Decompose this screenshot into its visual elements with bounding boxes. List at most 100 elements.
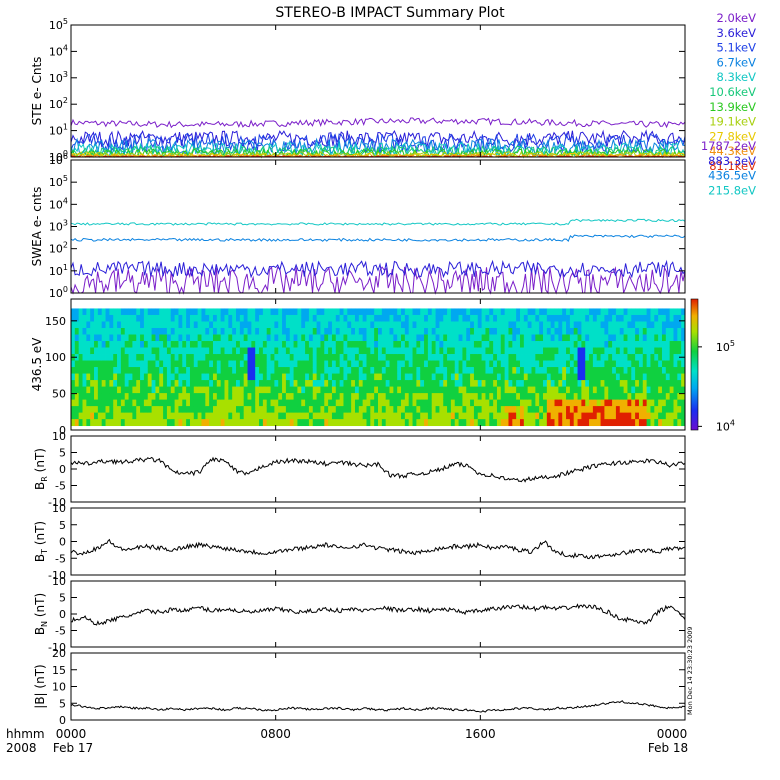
legend-entry-ste: 44.3keV (709, 144, 756, 158)
heatmap-cell (366, 367, 371, 374)
heatmap-cell (573, 360, 578, 368)
heatmap-cell (278, 393, 283, 400)
heatmap-cell (523, 406, 529, 414)
heatmap-cell (255, 412, 260, 420)
heatmap-cell (351, 367, 356, 374)
heatmap-cell (97, 373, 103, 381)
heatmap-cell (351, 399, 356, 407)
heatmap-cell (163, 314, 168, 322)
heatmap-cell (635, 393, 640, 400)
heatmap-cell (262, 308, 268, 316)
heatmap-cell (308, 327, 314, 335)
heatmap-cell (239, 354, 245, 361)
heatmap-cell (174, 419, 179, 427)
heatmap-cell (397, 380, 402, 387)
heatmap-cell (531, 406, 536, 414)
heatmap-cell (197, 399, 202, 407)
heatmap-cell (600, 321, 605, 329)
heatmap-cell (381, 367, 387, 374)
heatmap-cell (351, 327, 356, 335)
heatmap-cell (101, 373, 106, 381)
heatmap-cell (312, 406, 317, 414)
heatmap-cell (201, 321, 206, 329)
heatmap-cell (189, 347, 195, 355)
heatmap-cell (358, 367, 364, 374)
heatmap-cell (316, 327, 321, 335)
heatmap-cell (282, 347, 287, 355)
y-tick-label-bmag: 10 (52, 681, 66, 694)
y-tick-label-ste-mantissa: 10 (49, 45, 63, 58)
heatmap-cell (665, 347, 671, 355)
heatmap-cell (374, 347, 379, 355)
heatmap-cell (331, 399, 337, 407)
heatmap-cell (673, 327, 678, 335)
heatmap-cell (94, 406, 99, 414)
heatmap-cell (546, 334, 552, 342)
heatmap-cell (224, 367, 229, 374)
heatmap-cell (366, 308, 371, 316)
heatmap-cell (212, 412, 218, 420)
heatmap-cell (370, 347, 375, 355)
heatmap-cell (189, 308, 195, 316)
heatmap-cell (427, 334, 433, 342)
heatmap-cell (646, 327, 651, 335)
heatmap-cell (600, 347, 605, 355)
heatmap-cell (596, 406, 601, 414)
heatmap-cell (186, 347, 191, 355)
heatmap-cell (236, 412, 241, 420)
heatmap-cell (159, 380, 164, 387)
series-line-ste (70, 117, 686, 129)
heatmap-cell (543, 367, 548, 374)
heatmap-cell (301, 341, 306, 348)
heatmap-cell (182, 347, 187, 355)
heatmap-cell (262, 380, 268, 387)
heatmap-cell (435, 373, 440, 381)
heatmap-cell (589, 419, 594, 427)
heatmap-cell (212, 308, 218, 316)
heatmap-cell (239, 321, 245, 329)
y-tick-label-ste-mantissa: 10 (49, 72, 63, 85)
heatmap-cell (485, 360, 490, 368)
heatmap-cell (132, 341, 137, 348)
heatmap-cell (266, 406, 271, 414)
heatmap-cell (239, 406, 245, 414)
heatmap-cell (174, 360, 179, 368)
heatmap-cell (328, 412, 333, 420)
heatmap-cell (661, 399, 667, 407)
heatmap-cell (466, 341, 471, 348)
heatmap-cell (412, 393, 417, 400)
y-tick-label-swea-mantissa: 10 (49, 221, 63, 234)
heatmap-cell (389, 386, 394, 394)
heatmap-cell (646, 419, 651, 427)
heatmap-cell (339, 406, 344, 414)
heatmap-cell (312, 373, 317, 381)
heatmap-cell (166, 341, 172, 348)
heatmap-cell (431, 347, 436, 355)
heatmap-cell (305, 314, 310, 322)
heatmap-cell (354, 334, 360, 342)
heatmap-cell (558, 399, 563, 407)
heatmap-cell (393, 347, 398, 355)
heatmap-cell (401, 327, 406, 335)
heatmap-cell (627, 327, 632, 335)
field-line-bt (70, 538, 686, 560)
heatmap-cell (193, 308, 199, 316)
heatmap-cell (450, 393, 456, 400)
heatmap-cell (416, 360, 421, 368)
heatmap-cell (589, 327, 594, 335)
heatmap-cell (404, 386, 410, 394)
heatmap-cell (378, 360, 383, 368)
heatmap-cell (228, 373, 233, 381)
heatmap-cell (642, 419, 648, 427)
heatmap-cell (228, 393, 233, 400)
heatmap-cell (120, 334, 126, 342)
heatmap-cell (473, 341, 479, 348)
heatmap-cell (312, 360, 317, 368)
heatmap-cell (366, 360, 371, 368)
heatmap-cell (485, 386, 490, 394)
heatmap-cell (155, 367, 160, 374)
heatmap-cell (512, 412, 517, 420)
heatmap-cell (270, 354, 275, 361)
heatmap-cell (573, 419, 578, 427)
heatmap-cell (224, 419, 229, 427)
